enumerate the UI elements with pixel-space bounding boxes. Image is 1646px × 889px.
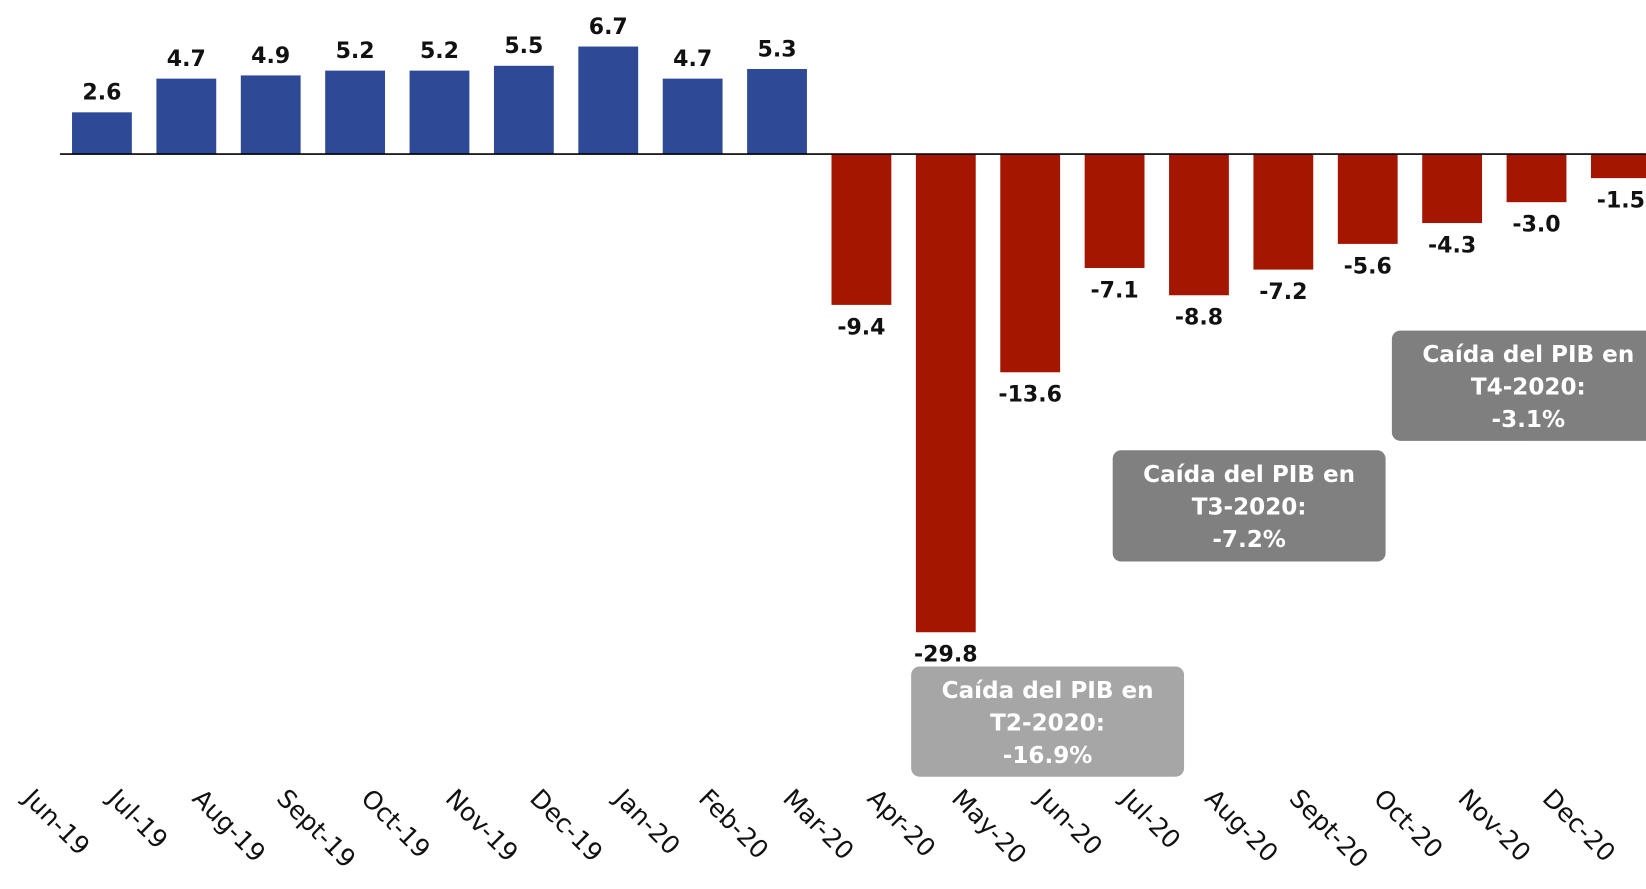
x-tick-label: Nov-20 xyxy=(1452,784,1536,868)
data-label: -29.8 xyxy=(914,643,978,668)
data-label: -3.0 xyxy=(1512,213,1560,238)
annotation-text: -16.9% xyxy=(1003,743,1093,769)
data-label: 5.2 xyxy=(420,39,459,64)
data-label: 4.9 xyxy=(251,44,290,69)
x-tick-label: Jul-20 xyxy=(1114,782,1187,855)
data-label: 5.2 xyxy=(336,39,375,64)
bar xyxy=(1337,154,1398,244)
x-tick-label: Dec-20 xyxy=(1537,784,1621,868)
x-tick-label: Sept-19 xyxy=(271,784,361,874)
data-label: 4.7 xyxy=(673,47,712,72)
x-tick-label: Sept-20 xyxy=(1284,784,1374,874)
data-label: -5.6 xyxy=(1344,254,1392,279)
bar xyxy=(1506,154,1567,203)
x-tick-label: Mar-20 xyxy=(777,784,859,866)
annotation-text: T2-2020: xyxy=(990,711,1105,737)
annotation-box xyxy=(911,666,1185,777)
x-tick-label: Jun-19 xyxy=(17,782,96,861)
data-label: 5.5 xyxy=(504,34,543,59)
x-tick-label: Oct-20 xyxy=(1368,784,1448,864)
data-label: -9.4 xyxy=(837,315,885,340)
x-tick-label: Nov-19 xyxy=(440,784,524,868)
bar xyxy=(1169,154,1229,296)
data-label: 5.3 xyxy=(758,37,797,62)
data-label: 4.7 xyxy=(167,47,206,72)
bar xyxy=(240,75,301,155)
bar xyxy=(578,46,639,155)
annotation-text: Caída del PIB en xyxy=(1422,342,1634,368)
data-label: -4.3 xyxy=(1428,233,1476,258)
x-tick-label: Oct-19 xyxy=(355,784,435,864)
x-tick-label: Jan-20 xyxy=(607,782,685,860)
annotation-box xyxy=(1391,330,1646,441)
x-tick-label: Feb-20 xyxy=(693,784,774,865)
data-label: -7.2 xyxy=(1259,280,1307,305)
annotation-text: T4-2020: xyxy=(1471,375,1586,401)
bar xyxy=(662,78,723,155)
bar xyxy=(325,70,386,155)
data-label: 2.6 xyxy=(82,81,121,106)
bar xyxy=(156,78,217,155)
bar xyxy=(1422,154,1483,224)
bar xyxy=(915,154,976,633)
bar xyxy=(72,112,132,155)
bar xyxy=(831,154,892,305)
x-tick-label: Dec-19 xyxy=(524,784,608,868)
bar xyxy=(1000,154,1061,373)
x-tick-label: Aug-19 xyxy=(187,784,271,868)
annotation-text: -7.2% xyxy=(1212,527,1286,553)
x-tick-label: May-20 xyxy=(946,784,1032,870)
data-label: -1.5 xyxy=(1597,189,1645,214)
data-label: -8.8 xyxy=(1175,306,1223,331)
annotation-text: Caída del PIB en xyxy=(1143,462,1355,488)
annotation-box xyxy=(1112,450,1386,562)
bar xyxy=(1084,154,1145,268)
data-label: -7.1 xyxy=(1090,278,1138,303)
bar xyxy=(493,65,554,155)
x-tick-label: Jul-19 xyxy=(101,782,174,855)
annotation-text: -3.1% xyxy=(1492,407,1566,433)
annotation-text: T3-2020: xyxy=(1192,494,1307,520)
x-tick-label: Aug-20 xyxy=(1199,784,1283,868)
x-tick-label: Apr-20 xyxy=(862,784,941,863)
x-tick-label: Jun-20 xyxy=(1029,782,1108,861)
annotation-text: Caída del PIB en xyxy=(942,678,1154,704)
bar xyxy=(1253,154,1314,270)
bar xyxy=(409,70,470,155)
bar xyxy=(1590,154,1646,179)
data-label: 6.7 xyxy=(589,15,628,40)
bar xyxy=(747,69,807,155)
data-label: -13.6 xyxy=(998,383,1062,408)
